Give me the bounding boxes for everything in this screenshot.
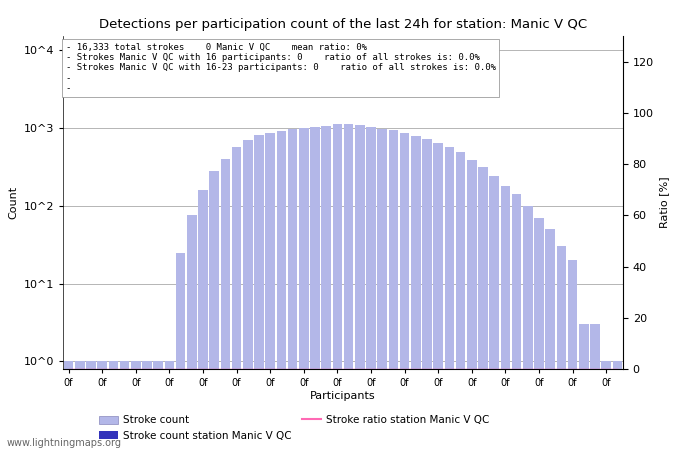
Bar [411, 135, 421, 450]
Bar [75, 361, 85, 450]
Bar [545, 229, 555, 450]
Bar [400, 133, 410, 450]
Title: Detections per participation count of the last 24h for station: Manic V QC: Detections per participation count of th… [99, 18, 587, 31]
Bar [276, 131, 286, 450]
Bar [355, 125, 365, 450]
Bar [310, 127, 320, 450]
Bar [198, 190, 208, 450]
Bar [254, 135, 264, 450]
Bar [612, 361, 622, 450]
Bar [176, 252, 186, 450]
Bar [299, 128, 309, 450]
Bar [556, 246, 566, 450]
Bar [220, 159, 230, 450]
Bar [377, 129, 387, 450]
Bar [467, 159, 477, 450]
Bar [153, 361, 163, 450]
Bar [321, 126, 331, 450]
Bar [332, 125, 342, 450]
Bar [523, 206, 533, 450]
Legend: Stroke count, Stroke count station Manic V QC, Stroke ratio station Manic V QC: Stroke count, Stroke count station Manic… [94, 411, 493, 445]
Bar [456, 153, 466, 450]
Bar [444, 147, 454, 450]
Bar [433, 143, 443, 450]
Bar [389, 130, 398, 450]
Bar [97, 361, 107, 450]
Bar [344, 123, 354, 450]
Bar [64, 361, 74, 450]
Bar [265, 133, 275, 450]
Bar [590, 324, 600, 450]
Bar [288, 130, 298, 450]
Bar [489, 176, 499, 450]
Bar [86, 361, 96, 450]
X-axis label: Participants: Participants [310, 391, 376, 401]
Bar [512, 194, 522, 450]
Bar [164, 361, 174, 450]
Bar [232, 147, 242, 450]
Bar [568, 260, 578, 450]
Bar [601, 361, 611, 450]
Bar [209, 171, 219, 450]
Bar [243, 140, 253, 450]
Bar [120, 361, 130, 450]
Bar [478, 167, 488, 450]
Bar [187, 215, 197, 450]
Bar [422, 139, 432, 450]
Bar [108, 361, 118, 450]
Y-axis label: Count: Count [8, 186, 18, 219]
Bar [579, 324, 589, 450]
Bar [366, 127, 376, 450]
Text: - 16,333 total strokes    0 Manic V QC    mean ratio: 0%
- Strokes Manic V QC wi: - 16,333 total strokes 0 Manic V QC mean… [66, 43, 496, 93]
Y-axis label: Ratio [%]: Ratio [%] [659, 177, 669, 228]
Text: www.lightningmaps.org: www.lightningmaps.org [7, 438, 122, 448]
Bar [534, 218, 544, 450]
Bar [142, 361, 152, 450]
Bar [500, 186, 510, 450]
Bar [131, 361, 141, 450]
